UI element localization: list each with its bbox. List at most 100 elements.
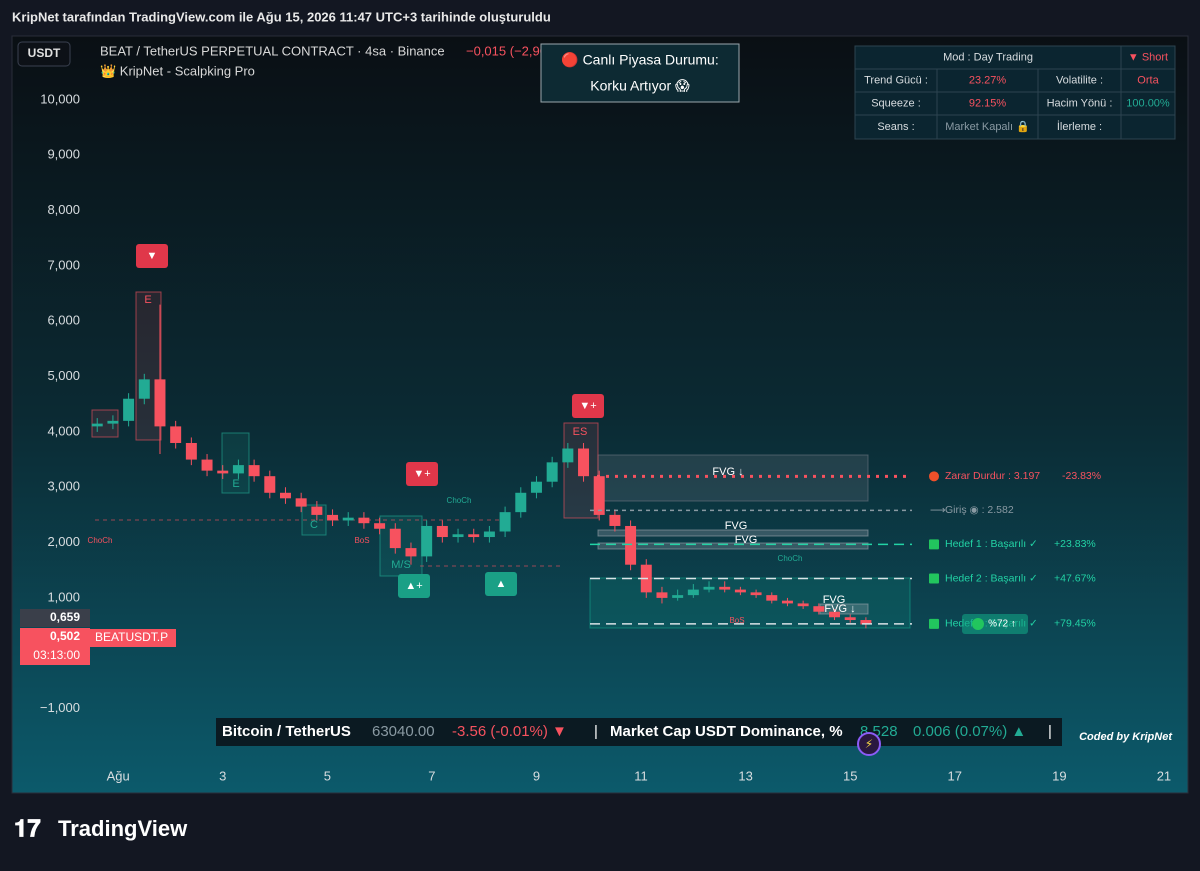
signal-box xyxy=(398,574,430,598)
plot: −1,000 1,000 2,000 3,000 4,000 5,000 6,000 7,00… xyxy=(40,91,1171,783)
signal-label: ▲ xyxy=(496,578,507,590)
level-icon xyxy=(929,573,939,584)
currency-box xyxy=(17,41,71,67)
status-text: Korku Artıyor 😱 xyxy=(590,78,690,94)
candle-body xyxy=(389,528,401,549)
symbol-change: −0,015 (−2,90%) xyxy=(466,43,563,58)
currency: USDT xyxy=(28,46,61,60)
zone xyxy=(597,454,869,502)
candle-body xyxy=(483,531,495,538)
level-change: -23.83% xyxy=(1062,470,1101,482)
candle-body xyxy=(279,492,291,499)
candle-body xyxy=(311,506,323,515)
candle-body xyxy=(829,611,841,618)
ticker-item: | xyxy=(594,723,598,740)
level-icon: ⟶ xyxy=(930,504,946,516)
table-cell: 92.15% xyxy=(969,97,1007,109)
chart-annotation: ChoCh xyxy=(447,496,472,505)
ticker-item: -3.56 (-0.01%) ▼ xyxy=(452,723,567,740)
ticker-label: BEATUSDT.P xyxy=(95,630,168,644)
signal-box xyxy=(572,394,604,418)
candle-body xyxy=(264,476,276,493)
ticker-item: 0.006 (0.07%) ▲ xyxy=(913,723,1026,740)
level-label: Hedef 1 : Başarılı ✓ xyxy=(945,538,1038,550)
signal-label: ▼+ xyxy=(579,400,596,412)
candle-body xyxy=(499,512,511,532)
y-tick-label: 1,000 xyxy=(47,589,80,604)
x-tick-label: 17 xyxy=(948,768,962,783)
header-title: KripNet tarafından TradingView.com ile A… xyxy=(12,9,551,24)
progress-dot xyxy=(972,618,984,630)
y-tick-label: 8,000 xyxy=(47,202,80,217)
ticker-item: Market Cap USDT Dominance, % xyxy=(610,723,843,740)
chart-annotation: M/S xyxy=(391,559,411,571)
table-cell: Hacim Yönü : xyxy=(1047,97,1113,109)
level-label: Zarar Durdur : 3.197 xyxy=(945,470,1040,482)
candle-body xyxy=(452,534,464,538)
signal-label: ▲+ xyxy=(405,580,422,592)
candle-body xyxy=(201,459,213,471)
y-tick-label: 2,000 xyxy=(47,534,80,549)
level-label: Hedef 2 : Başarılı ✓ xyxy=(945,572,1038,584)
chart-annotation: ES xyxy=(573,426,588,438)
bolt-icon xyxy=(857,732,881,756)
candle-body xyxy=(687,589,699,596)
brand: TradingView xyxy=(58,816,188,841)
candle-body xyxy=(844,617,856,621)
chart-annotation: FVG ↓ xyxy=(824,603,855,615)
chart-annotation: FVG xyxy=(735,534,758,546)
level-change: +79.45% xyxy=(1054,618,1096,630)
candle-body xyxy=(421,525,433,557)
candle-body xyxy=(562,448,574,463)
y-tick-label: 5,000 xyxy=(47,368,80,383)
level-label: Giriş ◉ : 2.582 xyxy=(945,504,1014,516)
table-cell: Trend Gücü : xyxy=(864,74,928,86)
level-icon xyxy=(929,539,939,550)
price-label: 0,502 xyxy=(50,629,80,643)
x-tick-label: 5 xyxy=(324,768,331,783)
progress-label: %72 ↑ xyxy=(988,619,1016,630)
candle-body xyxy=(138,379,150,399)
candle-body xyxy=(672,595,684,598)
candle-body xyxy=(625,525,637,565)
candle-body xyxy=(578,448,590,477)
table-cell: İlerleme : xyxy=(1057,120,1102,133)
table-cell: Seans : xyxy=(877,121,914,133)
price-box xyxy=(20,609,90,627)
chart-annotation: E xyxy=(144,294,151,306)
status-box xyxy=(540,43,740,103)
x-tick-label: 11 xyxy=(634,768,648,783)
candle-body xyxy=(797,603,809,607)
candle-body xyxy=(295,498,307,507)
x-tick-label: 15 xyxy=(843,768,857,783)
level-icon xyxy=(929,471,939,482)
x-tick-label: 3 xyxy=(219,768,226,783)
candle-body xyxy=(766,595,778,601)
candle-body xyxy=(217,470,229,474)
candle-body xyxy=(436,525,448,538)
candle-body xyxy=(327,514,339,521)
credit: Coded by KripNet xyxy=(1079,731,1173,743)
candle-body xyxy=(719,586,731,590)
candle-body xyxy=(530,481,542,493)
zone xyxy=(379,515,423,577)
candle-body xyxy=(91,423,103,427)
price-box xyxy=(20,628,90,665)
signal-label: ▼+ xyxy=(413,468,430,480)
bolt-symbol: ⚡ xyxy=(865,737,873,751)
ticker-bar xyxy=(216,718,1062,746)
ticker-item: | xyxy=(1048,723,1052,740)
candle-body xyxy=(860,620,872,625)
ticker-item: Bitcoin / TetherUS xyxy=(222,723,351,740)
zone xyxy=(221,432,250,494)
chart-annotation: C xyxy=(310,519,318,531)
x-tick-label: 19 xyxy=(1052,768,1066,783)
candle-body xyxy=(358,517,370,524)
candle-body xyxy=(813,606,825,612)
signal-box xyxy=(136,244,168,268)
y-tick-label: 9,000 xyxy=(47,147,80,162)
candle-body xyxy=(185,442,197,460)
candle-body xyxy=(123,398,135,421)
